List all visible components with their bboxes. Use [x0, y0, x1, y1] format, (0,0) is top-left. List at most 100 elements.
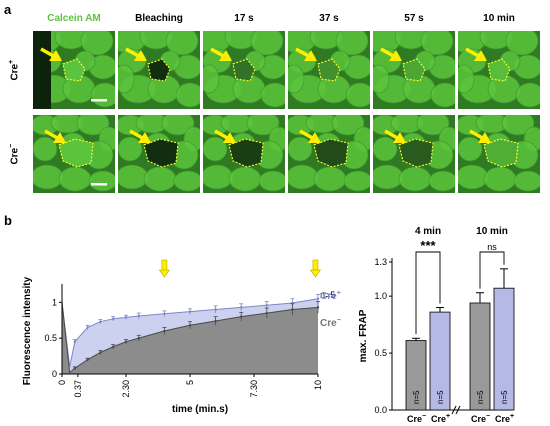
bar-category-label: Cre−: [471, 413, 490, 424]
data-point: [86, 326, 89, 329]
microscopy-tile: [203, 115, 285, 193]
bleached-cell-outline: [143, 138, 179, 168]
x-axis-label: time (min.s): [172, 404, 228, 415]
n-label: n=5: [412, 390, 421, 404]
y-tick-label: 1.0: [374, 291, 387, 301]
arrowhead-icon: [138, 132, 151, 143]
y-axis-label: max. FRAP: [358, 309, 369, 362]
series-area: [62, 302, 318, 374]
data-point: [265, 304, 268, 307]
group-title: 4 min: [415, 226, 441, 237]
column-label: Bleaching: [135, 13, 183, 24]
microscopy-tile: [458, 115, 540, 193]
max-frap-bar-chart: 0.0 0.5 1.0 1.3 max. FRAP 4 min n=5 Cre− n=5 Cre+…: [358, 226, 515, 424]
arrowhead-icon: [474, 50, 487, 61]
data-point: [188, 310, 192, 313]
significance-bracket: [479, 251, 505, 289]
bleached-cell-outline: [483, 138, 519, 168]
scale-bar: [91, 99, 107, 102]
arrowhead-icon: [308, 132, 321, 143]
data-point: [291, 308, 294, 311]
data-point: [112, 317, 115, 321]
significance-bracket: [415, 251, 441, 335]
column-label: 57 s: [404, 13, 424, 24]
timepoint-arrow-icon: [161, 259, 168, 271]
data-point: [316, 306, 320, 309]
microscopy-tile: [33, 31, 115, 109]
panel-letter-a: a: [4, 2, 12, 17]
data-point: [240, 315, 243, 318]
data-point: [137, 314, 140, 318]
data-point: [86, 358, 89, 361]
n-label: n=5: [320, 290, 335, 300]
data-point: [316, 297, 320, 300]
row-label: Cre−: [8, 143, 21, 165]
column-label: Calcein AM: [47, 13, 101, 24]
bleached-cell-outline: [402, 58, 426, 82]
arrowhead-icon: [223, 132, 236, 143]
microscopy-tile: [118, 115, 200, 193]
data-point: [188, 324, 192, 327]
y-tick-label: 1: [52, 297, 57, 307]
y-tick-label: 0.0: [374, 405, 387, 415]
microscopy-tile: [288, 115, 370, 193]
microscopy-tile: [203, 31, 285, 109]
bleached-cell-outline: [313, 138, 349, 168]
x-tick-label: 2.30: [121, 380, 131, 398]
bar: [429, 311, 451, 411]
y-tick-label: 0.5: [374, 348, 387, 358]
microscopy-tile: [118, 31, 200, 109]
panel-letter-b: b: [4, 213, 12, 228]
data-point: [124, 340, 128, 343]
axis-break: [451, 405, 457, 415]
legend-cre-plus: Cre+: [320, 290, 341, 302]
bleached-cell-outline: [317, 58, 341, 82]
arrowhead-icon: [309, 269, 322, 278]
arrowhead-icon: [219, 50, 232, 61]
y-tick-label: 0.5: [44, 333, 57, 343]
data-point: [124, 316, 128, 319]
arrowhead-icon: [49, 50, 62, 61]
arrowhead-icon: [53, 132, 66, 143]
bar-category-label: Cre+: [495, 413, 514, 424]
microscopy-tile: [458, 31, 540, 109]
x-tick-label: 10: [313, 380, 323, 390]
arrowhead-icon: [478, 132, 491, 143]
x-tick-label: 0.37: [73, 380, 83, 398]
arrowhead-icon: [389, 50, 402, 61]
n-label: n=5: [436, 390, 445, 404]
data-point: [73, 340, 77, 343]
x-tick-label: 5: [185, 380, 195, 385]
legend-cre-minus: Cre−: [320, 317, 341, 329]
arrowhead-icon: [393, 132, 406, 143]
arrowhead-icon: [134, 50, 147, 61]
scale-bar: [91, 183, 107, 186]
bleached-cell-outline: [232, 58, 256, 82]
arrowhead-icon: [158, 269, 170, 278]
bar: [469, 302, 491, 411]
data-point: [163, 312, 166, 315]
n-label: n=5: [500, 390, 509, 404]
data-point: [265, 311, 268, 315]
bleached-cell-outline: [147, 58, 171, 82]
arrowhead-icon: [304, 50, 317, 61]
data-point: [73, 367, 77, 370]
group-title: 10 min: [476, 226, 508, 237]
data-point: [214, 308, 217, 311]
column-label: 17 s: [234, 13, 254, 24]
y-tick-label: 0: [52, 369, 57, 379]
bar-category-label: Cre+: [431, 413, 450, 424]
x-tick-label: 0: [57, 380, 67, 385]
data-point: [99, 351, 102, 354]
y-tick-label: 1.3: [374, 257, 387, 267]
n-label: n=5: [476, 390, 485, 404]
significance-label: ***: [420, 238, 436, 253]
data-point: [112, 345, 115, 348]
axis-break: [455, 405, 461, 415]
bleached-cell-outline: [58, 138, 94, 168]
column-label: 37 s: [319, 13, 339, 24]
microscopy-tile: [288, 31, 370, 109]
timepoint-arrow-icon: [312, 259, 319, 271]
microscopy-tile: [373, 115, 455, 193]
